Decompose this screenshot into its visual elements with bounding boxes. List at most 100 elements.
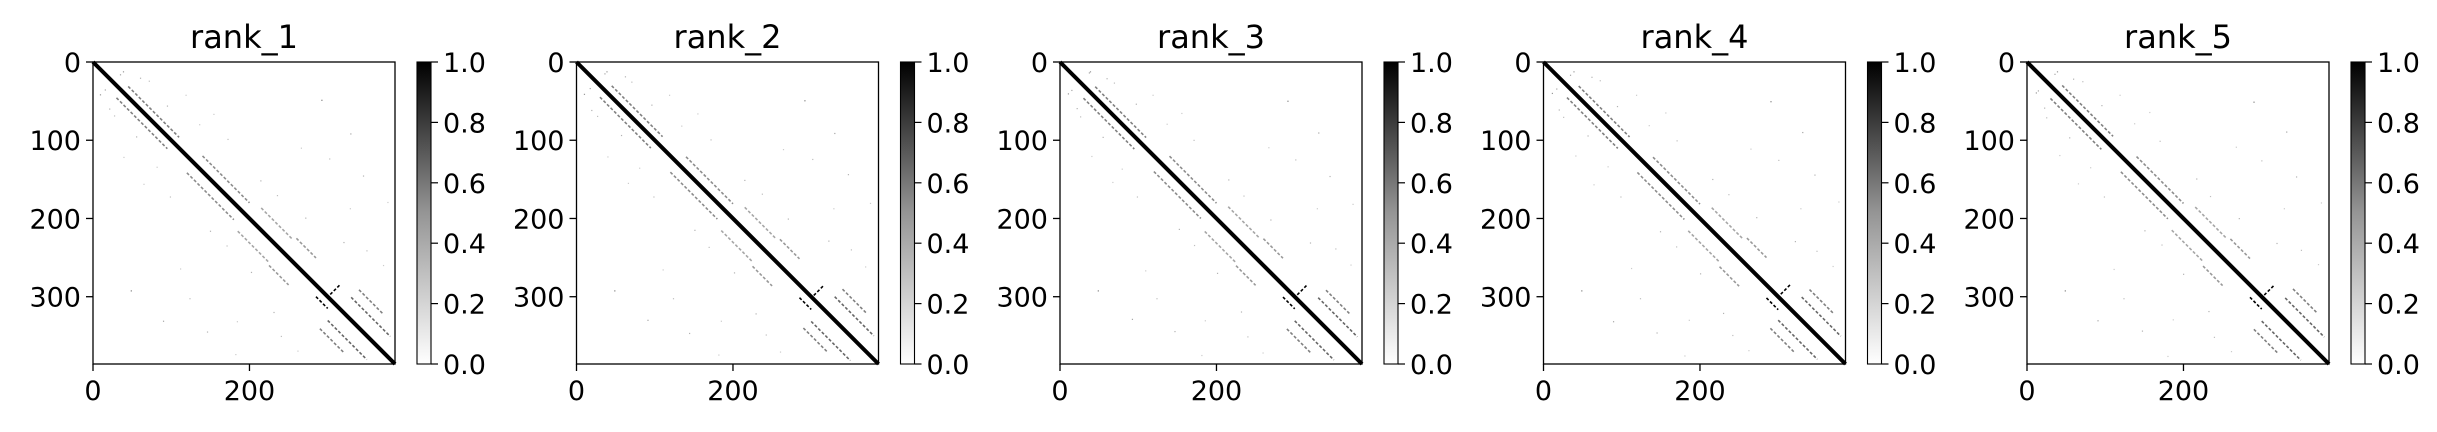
contact-point bbox=[1090, 71, 1091, 72]
contact-point bbox=[865, 266, 866, 267]
panel-title: rank_1 bbox=[190, 18, 298, 56]
contact-point bbox=[1770, 101, 1771, 102]
contact-point bbox=[2321, 202, 2322, 203]
contact-point bbox=[1800, 208, 1801, 209]
contact-point bbox=[321, 100, 322, 101]
contact-point bbox=[1152, 95, 1153, 96]
contact-point bbox=[1217, 273, 1218, 274]
contact-point bbox=[1114, 82, 1115, 83]
contact-point bbox=[383, 265, 384, 266]
contact-point bbox=[1317, 208, 1318, 209]
contact-point bbox=[2082, 81, 2083, 82]
y-tick-label: 300 bbox=[513, 283, 565, 314]
contact-point bbox=[2286, 131, 2287, 132]
contact-point bbox=[1310, 242, 1311, 243]
contact-point bbox=[718, 354, 719, 355]
contact-point bbox=[123, 157, 124, 158]
y-tick-label: 0 bbox=[1998, 48, 2015, 79]
colorbar-tick-label: 0.6 bbox=[927, 169, 970, 200]
contact-point bbox=[1607, 166, 1608, 167]
contact-point bbox=[689, 333, 690, 334]
contact-point bbox=[1778, 160, 1779, 161]
contact-point bbox=[1684, 355, 1685, 356]
contact-point bbox=[673, 298, 674, 299]
contact-point bbox=[721, 321, 722, 322]
contact-point bbox=[709, 247, 710, 248]
contact-point bbox=[1350, 264, 1351, 265]
contact-point bbox=[851, 249, 852, 250]
contact-point bbox=[199, 124, 200, 125]
contact-point bbox=[1593, 184, 1594, 185]
panel-title: rank_3 bbox=[1157, 18, 1265, 56]
contact-point bbox=[1247, 336, 1248, 337]
contact-point bbox=[1636, 95, 1637, 96]
contact-point bbox=[301, 148, 302, 149]
colorbar-tick-label: 0.6 bbox=[1410, 169, 1453, 200]
y-tick-label: 300 bbox=[29, 283, 81, 314]
contact-point bbox=[1241, 311, 1242, 312]
contact-point bbox=[1756, 217, 1757, 218]
contact-point bbox=[1270, 219, 1271, 220]
contact-point bbox=[848, 174, 849, 175]
contact-point bbox=[2073, 79, 2074, 80]
contact-point bbox=[1122, 169, 1123, 170]
panel-2: rank_2 0 100 200 300 0 200 0.0 0.2 0.4 0.6 0.8 1.0 bbox=[513, 18, 970, 407]
panel-title: rank_4 bbox=[1641, 18, 1749, 56]
contact-point bbox=[297, 351, 298, 352]
contact-point bbox=[2054, 74, 2055, 75]
contact-point bbox=[2090, 167, 2091, 168]
contact-point bbox=[1575, 155, 1576, 156]
contact-point bbox=[1181, 113, 1182, 114]
contact-point bbox=[2149, 112, 2150, 113]
contact-point bbox=[2173, 319, 2174, 320]
contact-point bbox=[631, 82, 632, 83]
y-tick-label: 100 bbox=[513, 126, 565, 157]
contact-point bbox=[1816, 251, 1817, 252]
colorbar-gradient bbox=[417, 62, 431, 364]
contact-point bbox=[697, 113, 698, 114]
contact-point bbox=[109, 108, 110, 109]
contact-point bbox=[681, 126, 682, 127]
panel-title: rank_5 bbox=[2124, 18, 2232, 56]
contact-point bbox=[189, 298, 190, 299]
contact-point bbox=[1640, 298, 1641, 299]
contact-point bbox=[639, 168, 640, 169]
contact-point bbox=[1137, 196, 1138, 197]
contact-point bbox=[1335, 248, 1336, 249]
contact-point bbox=[2078, 183, 2079, 184]
contact-point bbox=[1665, 112, 1666, 113]
contact-point bbox=[1712, 179, 1713, 180]
contact-point bbox=[2119, 95, 2120, 96]
contact-point bbox=[1262, 352, 1263, 353]
contact-point bbox=[788, 218, 789, 219]
contact-point bbox=[100, 94, 101, 95]
y-tick-label: 200 bbox=[513, 204, 565, 235]
colorbar-gradient bbox=[1384, 62, 1398, 364]
colorbar-tick-label: 0.0 bbox=[927, 350, 970, 381]
contact-point bbox=[2318, 264, 2319, 265]
x-tick-label: 200 bbox=[1674, 376, 1726, 407]
contact-point bbox=[2069, 137, 2070, 138]
contact-point bbox=[2301, 250, 2302, 251]
colorbar-tick-label: 0.4 bbox=[2377, 229, 2420, 260]
x-tick-label: 200 bbox=[707, 376, 759, 407]
contact-point bbox=[1748, 350, 1749, 351]
contact-point bbox=[1573, 71, 1574, 72]
y-tick-label: 100 bbox=[29, 126, 81, 157]
contact-point bbox=[651, 105, 652, 106]
contact-point bbox=[185, 95, 186, 96]
contact-point bbox=[363, 175, 364, 176]
panel-1: rank_101002003000 2000.00.20.40.60.81.0 bbox=[29, 18, 486, 407]
contact-point bbox=[2160, 141, 2161, 142]
contact-point bbox=[1814, 175, 1815, 176]
contact-point bbox=[628, 183, 629, 184]
contact-point bbox=[387, 202, 388, 203]
contact-point bbox=[1728, 194, 1729, 195]
contact-point bbox=[1613, 321, 1614, 322]
contact-point bbox=[1205, 320, 1206, 321]
contact-point bbox=[1243, 195, 1244, 196]
y-tick-label: 200 bbox=[1480, 204, 1532, 235]
contact-point bbox=[2114, 269, 2115, 270]
y-tick-label: 300 bbox=[1480, 283, 1532, 314]
contact-point bbox=[1106, 78, 1107, 79]
